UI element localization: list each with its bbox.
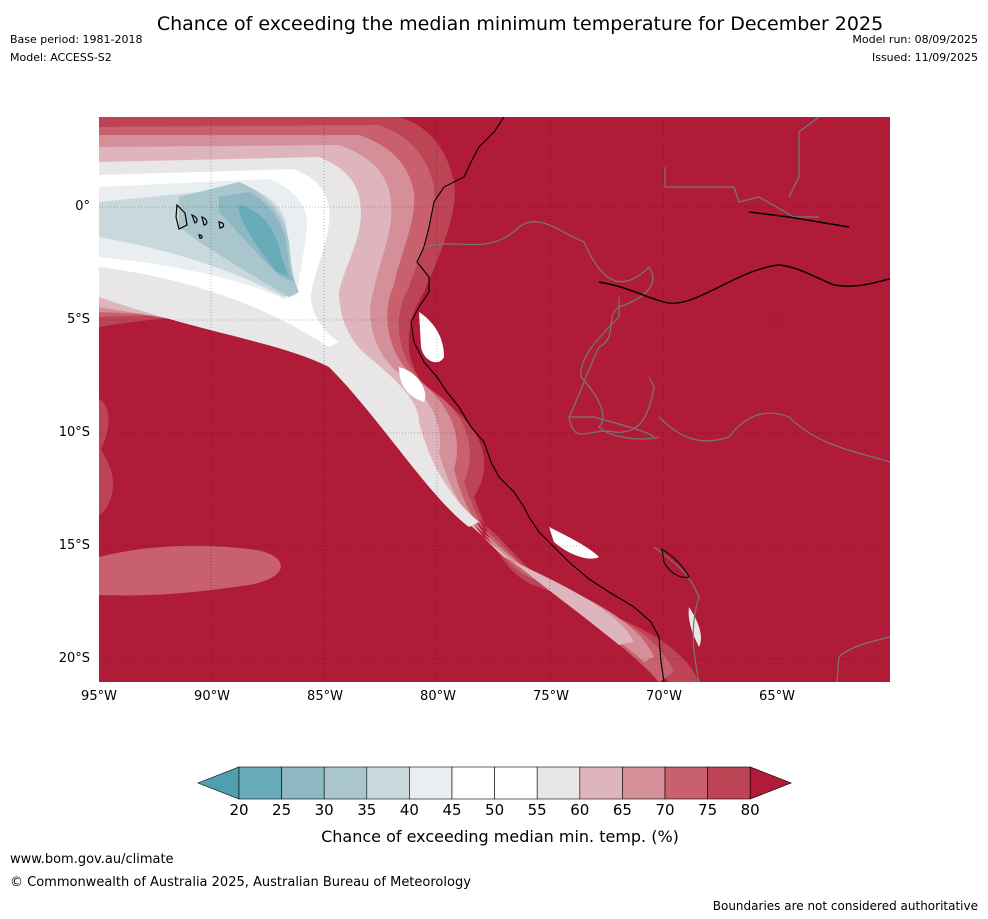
graticule bbox=[99, 117, 890, 682]
lon-label: 95°W bbox=[81, 689, 117, 704]
colorbar-tick-label: 80 bbox=[740, 801, 760, 819]
colorbar-tick-label: 50 bbox=[485, 801, 505, 819]
model-label: Model: ACCESS-S2 bbox=[10, 51, 112, 64]
colorbar-cell bbox=[409, 766, 453, 800]
contour-patch-west-2 bbox=[99, 447, 114, 515]
colorbar-tick-label: 65 bbox=[612, 801, 632, 819]
colorbar-cell bbox=[323, 766, 368, 800]
colorbar-title: Chance of exceeding median min. temp. (%… bbox=[321, 827, 679, 846]
galapagos-islands bbox=[175, 203, 225, 239]
colorbar-cell bbox=[707, 766, 751, 800]
colorbar-tick-label: 60 bbox=[570, 801, 590, 819]
colorbar-cell bbox=[579, 766, 623, 800]
colorbar-cell bbox=[238, 766, 282, 800]
lat-label: 5°S bbox=[66, 312, 90, 327]
lat-label: 10°S bbox=[58, 425, 90, 440]
colorbar-cell bbox=[494, 766, 538, 800]
colorbar-cell bbox=[664, 766, 708, 800]
lon-label: 65°W bbox=[759, 689, 795, 704]
boundary-disclaimer: Boundaries are not considered authoritat… bbox=[712, 899, 978, 913]
copyright-notice: © Commonwealth of Australia 2025, Austra… bbox=[10, 875, 471, 890]
forecast-map bbox=[99, 117, 890, 682]
equatorial-cold-tongue bbox=[99, 117, 701, 682]
lon-label: 80°W bbox=[420, 689, 456, 704]
model-run-label: Model run: 08/09/2025 bbox=[852, 33, 978, 46]
lat-label: 20°S bbox=[58, 651, 90, 666]
colorbar-cell bbox=[366, 766, 410, 800]
colorbar-tick-label: 20 bbox=[229, 801, 249, 819]
colorbar-cell bbox=[451, 766, 495, 800]
metadata-right: Model run: 08/09/2025 Issued: 11/09/2025 bbox=[852, 31, 978, 67]
coastline bbox=[410, 117, 665, 682]
colorbar-tick-label: 25 bbox=[272, 801, 292, 819]
colorbar-tick-label: 75 bbox=[698, 801, 718, 819]
colorbar bbox=[197, 766, 793, 800]
contour-patch-west bbox=[99, 399, 109, 452]
colorbar-tick-label: 35 bbox=[357, 801, 377, 819]
lon-label: 70°W bbox=[646, 689, 682, 704]
contour-patch-southwest bbox=[99, 545, 281, 596]
lat-label: 0° bbox=[75, 199, 90, 214]
colorbar-cell bbox=[622, 766, 666, 800]
river-line-north bbox=[748, 211, 850, 228]
map-canvas bbox=[99, 117, 890, 682]
issued-label: Issued: 11/09/2025 bbox=[871, 51, 978, 64]
base-period-label: Base period: 1981-2018 bbox=[10, 33, 143, 46]
lon-label: 85°W bbox=[307, 689, 343, 704]
map-title: Chance of exceeding the median minimum t… bbox=[156, 13, 884, 35]
colorbar-extend-low bbox=[197, 766, 240, 800]
colorbar-tick-label: 70 bbox=[655, 801, 675, 819]
colorbar-tick-label: 45 bbox=[442, 801, 462, 819]
colorbar-tick-label: 30 bbox=[314, 801, 334, 819]
colorbar-ticks: 20 25 30 35 40 45 50 55 60 65 70 75 80 bbox=[200, 801, 800, 821]
colorbar-tick-label: 40 bbox=[399, 801, 419, 819]
lon-label: 75°W bbox=[533, 689, 569, 704]
website-link[interactable]: www.bom.gov.au/climate bbox=[10, 852, 174, 867]
colorbar-cell bbox=[536, 766, 581, 800]
lake-titicaca bbox=[661, 547, 690, 578]
country-borders bbox=[423, 117, 890, 682]
colorbar-cell bbox=[281, 766, 325, 800]
river-line bbox=[598, 264, 890, 304]
colorbar-tick-label: 55 bbox=[527, 801, 547, 819]
lon-label: 90°W bbox=[194, 689, 230, 704]
metadata-left: Base period: 1981-2018 Model: ACCESS-S2 bbox=[10, 31, 142, 67]
lat-label: 15°S bbox=[58, 538, 90, 553]
colorbar-extend-high bbox=[749, 766, 793, 800]
